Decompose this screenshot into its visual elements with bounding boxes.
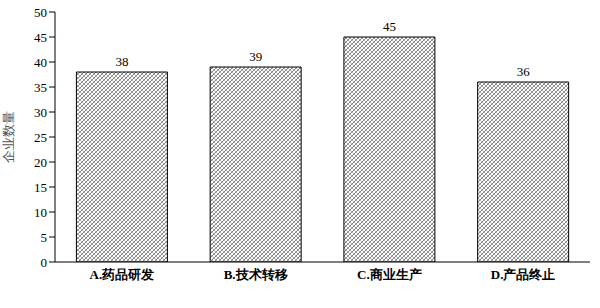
svg-text:5: 5 bbox=[41, 230, 48, 245]
svg-text:38: 38 bbox=[115, 54, 128, 69]
svg-text:0: 0 bbox=[41, 255, 48, 270]
svg-text:36: 36 bbox=[517, 64, 531, 79]
svg-text:45: 45 bbox=[34, 30, 47, 45]
svg-text:30: 30 bbox=[34, 105, 47, 120]
svg-text:45: 45 bbox=[383, 19, 396, 34]
svg-text:35: 35 bbox=[34, 80, 47, 95]
svg-text:50: 50 bbox=[34, 5, 47, 20]
svg-text:B.技术转移: B.技术转移 bbox=[224, 267, 288, 282]
svg-text:企业数量: 企业数量 bbox=[8, 111, 16, 163]
svg-text:15: 15 bbox=[34, 180, 47, 195]
svg-text:A.药品研发: A.药品研发 bbox=[90, 267, 155, 282]
svg-text:20: 20 bbox=[34, 155, 47, 170]
svg-text:25: 25 bbox=[34, 130, 47, 145]
svg-text:C.商业生产: C.商业生产 bbox=[357, 267, 422, 282]
svg-text:D.产品终止: D.产品终止 bbox=[491, 267, 556, 282]
svg-text:39: 39 bbox=[249, 49, 262, 64]
svg-text:10: 10 bbox=[34, 205, 47, 220]
svg-text:40: 40 bbox=[34, 55, 47, 70]
